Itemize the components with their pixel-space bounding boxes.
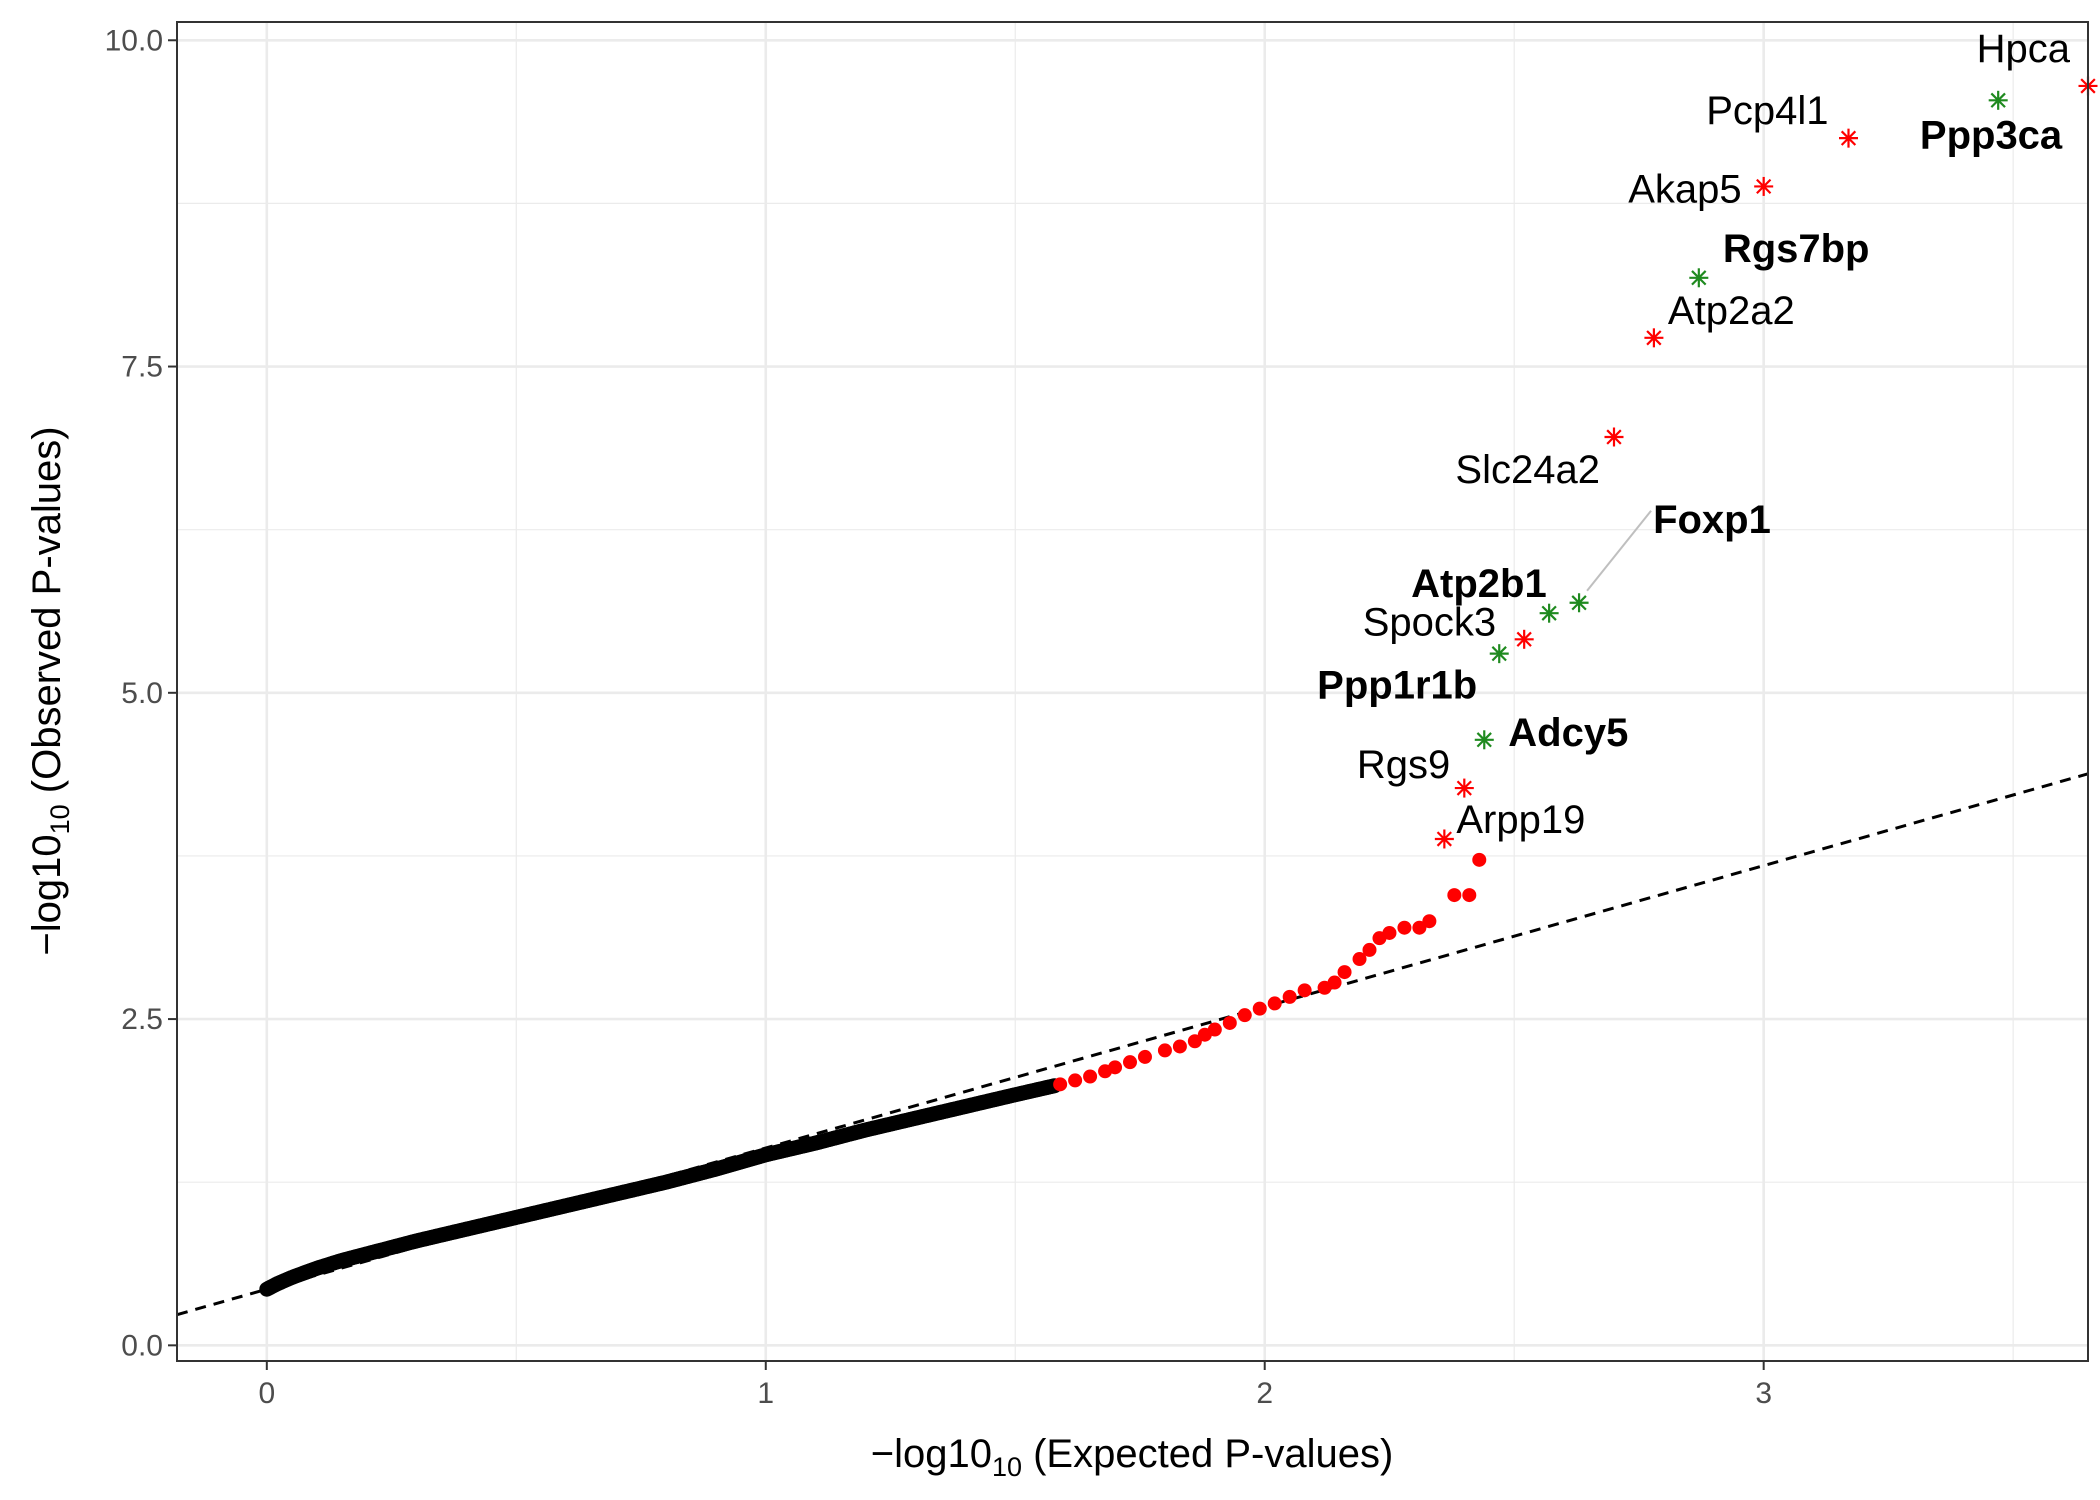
gene-label-akap5: Akap5 — [1628, 167, 1741, 211]
qq-point-highlight — [1352, 952, 1367, 967]
qq-point-highlight — [1447, 888, 1462, 903]
label-connectors — [1586, 510, 1652, 592]
y-tick-label: 7.5 — [121, 351, 163, 384]
gene-label-spock3: Spock3 — [1363, 600, 1496, 644]
qq-point-highlight — [1297, 983, 1312, 998]
gene-arpp19-marker — [1434, 829, 1454, 849]
gene-markers — [1434, 76, 2098, 849]
qq-point-highlight — [1422, 914, 1437, 929]
qq-point-highlight — [1382, 925, 1397, 940]
qq-point-highlight — [1462, 888, 1477, 903]
y-axis-title: −log1010 (Observed P-values) — [25, 426, 75, 955]
y-tick-label: 5.0 — [121, 677, 163, 710]
gene-atp2b1-marker — [1539, 603, 1559, 623]
gene-label-adcy5: Adcy5 — [1508, 711, 1628, 755]
gene-akap5-marker — [1754, 176, 1774, 196]
qq-point-highlight — [1237, 1008, 1252, 1023]
gene-label-rgs7bp: Rgs7bp — [1723, 227, 1870, 271]
gene-label-arpp19: Arpp19 — [1456, 798, 1585, 842]
x-axis-title: −log1010 (Expected P-values) — [871, 1432, 1394, 1482]
qq-point-highlight — [1053, 1077, 1068, 1092]
x-tick-label: 1 — [757, 1377, 774, 1410]
gene-spock3-marker — [1514, 629, 1534, 649]
gene-adcy5-marker — [1474, 730, 1494, 750]
gene-rgs9-marker — [1454, 778, 1474, 798]
qq-point-highlight — [1137, 1049, 1152, 1064]
qq-point-highlight — [1252, 1001, 1267, 1016]
qq-point-highlight — [1157, 1043, 1172, 1058]
gene-label-rgs9: Rgs9 — [1357, 743, 1450, 787]
qq-point-highlight — [1337, 965, 1352, 980]
qq-point-highlight — [1412, 920, 1427, 935]
qq-point-highlight — [1267, 996, 1282, 1011]
qq-point-highlight — [1068, 1073, 1083, 1088]
y-tick-label: 10.0 — [105, 24, 163, 57]
gene-rgs7bp-marker — [1689, 268, 1709, 288]
gene-label-pcp4l1: Pcp4l1 — [1706, 89, 1828, 133]
data-points — [259, 852, 1487, 1297]
gene-labels: Hpca Ppp3ca Pcp4l1 Akap5 Rgs7bp Atp2a2 Slc24a2… — [1317, 27, 2071, 842]
x-tick-label: 0 — [258, 1377, 275, 1410]
gene-label-foxp1: Foxp1 — [1653, 498, 1771, 542]
panel-border — [176, 21, 2089, 1362]
qq-point-highlight — [1362, 942, 1377, 957]
gene-label-ppp1r1b: Ppp1r1b — [1317, 664, 1477, 708]
qq-point-highlight — [1282, 989, 1297, 1004]
gene-slc24a2-marker — [1604, 427, 1624, 447]
foxp1-connector — [1586, 510, 1652, 592]
qq-point-highlight — [1207, 1022, 1222, 1037]
y-tick-label: 2.5 — [121, 1003, 163, 1036]
qq-point-highlight — [1472, 852, 1487, 867]
qq-point-highlight — [1222, 1015, 1237, 1030]
qq-point-highlight — [1123, 1055, 1138, 1070]
gene-label-atp2a2: Atp2a2 — [1668, 289, 1795, 333]
gene-label-atp2b1: Atp2b1 — [1411, 562, 1547, 606]
gene-pcp4l1-marker — [1839, 128, 1859, 148]
gene-label-slc24a2: Slc24a2 — [1455, 448, 1600, 492]
qq-point-highlight — [1083, 1069, 1098, 1084]
x-tick-label: 3 — [1755, 1377, 1772, 1410]
gene-foxp1-marker — [1569, 593, 1589, 613]
gene-atp2a2-marker — [1644, 328, 1664, 348]
qq-point-highlight — [1327, 975, 1342, 990]
grid-lines — [177, 22, 2088, 1361]
y-tick-label: 0.0 — [121, 1329, 163, 1362]
axis-ticks: 0 1 2 3 0.0 2.5 5.0 7.5 10.0 — [105, 24, 1772, 1410]
qq-point-highlight — [1108, 1060, 1123, 1075]
gene-ppp1r1b-marker — [1489, 644, 1509, 664]
qq-point-highlight — [1172, 1039, 1187, 1054]
qq-point-highlight — [1397, 920, 1412, 935]
gene-ppp3ca-marker — [1988, 90, 2008, 110]
gene-label-ppp3ca: Ppp3ca — [1920, 113, 2063, 157]
gene-label-hpca: Hpca — [1977, 27, 2071, 71]
x-tick-label: 2 — [1256, 1377, 1273, 1410]
qq-point-highlight — [1187, 1034, 1202, 1049]
